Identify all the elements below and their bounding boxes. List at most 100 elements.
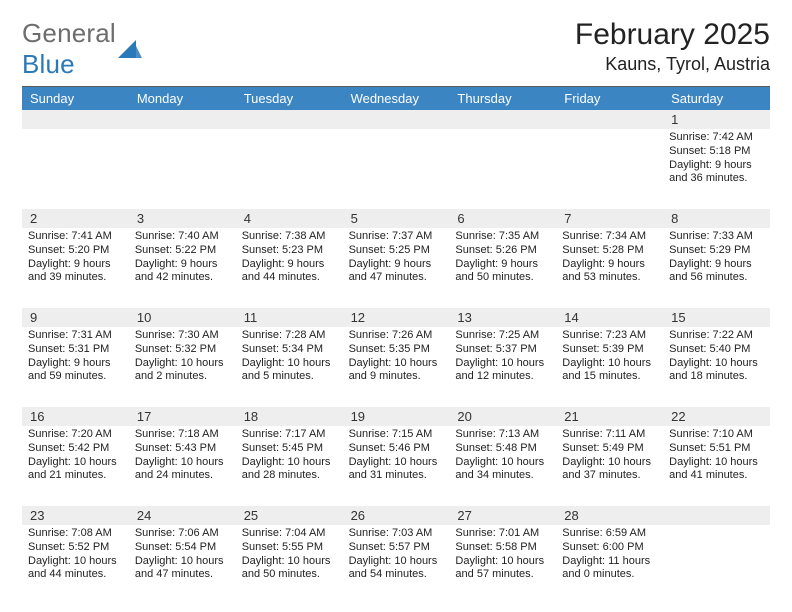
calendar-cell: Sunrise: 7:22 AMSunset: 5:40 PMDaylight:… <box>663 327 770 407</box>
sunset-text: Sunset: 5:48 PM <box>455 442 550 456</box>
calendar-cell: Sunrise: 7:17 AMSunset: 5:45 PMDaylight:… <box>236 426 343 506</box>
calendar-cell: Sunrise: 7:03 AMSunset: 5:57 PMDaylight:… <box>343 525 450 605</box>
daylight-text: Daylight: 10 hours and 5 minutes. <box>242 357 337 385</box>
sunset-text: Sunset: 5:31 PM <box>28 343 123 357</box>
day-number: 12 <box>343 308 450 327</box>
logo-blue: Blue <box>22 49 75 79</box>
daynum-row: 9101112131415 <box>22 308 770 327</box>
calendar-cell: Sunrise: 7:26 AMSunset: 5:35 PMDaylight:… <box>343 327 450 407</box>
calendar-cell: Sunrise: 7:33 AMSunset: 5:29 PMDaylight:… <box>663 228 770 308</box>
sunrise-text: Sunrise: 7:26 AM <box>349 329 444 343</box>
daylight-text: Daylight: 10 hours and 21 minutes. <box>28 456 123 484</box>
cell-content: Sunrise: 7:30 AMSunset: 5:32 PMDaylight:… <box>135 329 230 384</box>
sunrise-text: Sunrise: 7:15 AM <box>349 428 444 442</box>
sunset-text: Sunset: 5:18 PM <box>669 145 764 159</box>
sunset-text: Sunset: 5:39 PM <box>562 343 657 357</box>
calendar-cell: Sunrise: 7:30 AMSunset: 5:32 PMDaylight:… <box>129 327 236 407</box>
weekday-header: Friday <box>556 87 663 110</box>
calendar-cell: Sunrise: 7:34 AMSunset: 5:28 PMDaylight:… <box>556 228 663 308</box>
daylight-text: Daylight: 9 hours and 59 minutes. <box>28 357 123 385</box>
daylight-text: Daylight: 9 hours and 42 minutes. <box>135 258 230 286</box>
day-number: 28 <box>556 506 663 525</box>
day-number: 14 <box>556 308 663 327</box>
calendar-cell <box>449 129 556 209</box>
sunrise-text: Sunrise: 7:04 AM <box>242 527 337 541</box>
cell-content: Sunrise: 7:10 AMSunset: 5:51 PMDaylight:… <box>669 428 764 483</box>
daylight-text: Daylight: 10 hours and 37 minutes. <box>562 456 657 484</box>
weekday-header: Thursday <box>449 87 556 110</box>
week-cells: Sunrise: 7:42 AMSunset: 5:18 PMDaylight:… <box>22 129 770 209</box>
calendar-cell: Sunrise: 7:06 AMSunset: 5:54 PMDaylight:… <box>129 525 236 605</box>
daylight-text: Daylight: 10 hours and 9 minutes. <box>349 357 444 385</box>
sunrise-text: Sunrise: 7:41 AM <box>28 230 123 244</box>
cell-content: Sunrise: 7:01 AMSunset: 5:58 PMDaylight:… <box>455 527 550 582</box>
day-number: 10 <box>129 308 236 327</box>
day-number <box>236 110 343 129</box>
daynum-row: 1 <box>22 110 770 129</box>
sunset-text: Sunset: 5:45 PM <box>242 442 337 456</box>
cell-content: Sunrise: 7:04 AMSunset: 5:55 PMDaylight:… <box>242 527 337 582</box>
calendar-cell <box>236 129 343 209</box>
sunrise-text: Sunrise: 7:40 AM <box>135 230 230 244</box>
cell-content: Sunrise: 7:42 AMSunset: 5:18 PMDaylight:… <box>669 131 764 186</box>
calendar-cell: Sunrise: 7:38 AMSunset: 5:23 PMDaylight:… <box>236 228 343 308</box>
sunset-text: Sunset: 5:55 PM <box>242 541 337 555</box>
sunrise-text: Sunrise: 7:30 AM <box>135 329 230 343</box>
week-row: 232425262728Sunrise: 7:08 AMSunset: 5:52… <box>22 506 770 605</box>
sunset-text: Sunset: 5:22 PM <box>135 244 230 258</box>
day-number: 4 <box>236 209 343 228</box>
day-number: 16 <box>22 407 129 426</box>
calendar-cell <box>129 129 236 209</box>
sunset-text: Sunset: 5:40 PM <box>669 343 764 357</box>
sunset-text: Sunset: 5:42 PM <box>28 442 123 456</box>
day-number: 24 <box>129 506 236 525</box>
cell-content: Sunrise: 7:28 AMSunset: 5:34 PMDaylight:… <box>242 329 337 384</box>
daylight-text: Daylight: 10 hours and 28 minutes. <box>242 456 337 484</box>
cell-content: Sunrise: 7:41 AMSunset: 5:20 PMDaylight:… <box>28 230 123 285</box>
sunrise-text: Sunrise: 7:42 AM <box>669 131 764 145</box>
sunset-text: Sunset: 5:20 PM <box>28 244 123 258</box>
sunrise-text: Sunrise: 7:08 AM <box>28 527 123 541</box>
sunrise-text: Sunrise: 7:01 AM <box>455 527 550 541</box>
daylight-text: Daylight: 10 hours and 18 minutes. <box>669 357 764 385</box>
cell-content: Sunrise: 7:40 AMSunset: 5:22 PMDaylight:… <box>135 230 230 285</box>
sunrise-text: Sunrise: 7:20 AM <box>28 428 123 442</box>
calendar-cell: Sunrise: 7:20 AMSunset: 5:42 PMDaylight:… <box>22 426 129 506</box>
day-number: 13 <box>449 308 556 327</box>
calendar-cell: Sunrise: 7:08 AMSunset: 5:52 PMDaylight:… <box>22 525 129 605</box>
cell-content: Sunrise: 7:35 AMSunset: 5:26 PMDaylight:… <box>455 230 550 285</box>
sunset-text: Sunset: 5:52 PM <box>28 541 123 555</box>
daylight-text: Daylight: 10 hours and 50 minutes. <box>242 555 337 583</box>
calendar-cell: Sunrise: 7:01 AMSunset: 5:58 PMDaylight:… <box>449 525 556 605</box>
sunset-text: Sunset: 5:32 PM <box>135 343 230 357</box>
calendar-cell: Sunrise: 7:35 AMSunset: 5:26 PMDaylight:… <box>449 228 556 308</box>
calendar-cell: Sunrise: 7:15 AMSunset: 5:46 PMDaylight:… <box>343 426 450 506</box>
cell-content: Sunrise: 7:33 AMSunset: 5:29 PMDaylight:… <box>669 230 764 285</box>
sunset-text: Sunset: 5:28 PM <box>562 244 657 258</box>
day-number: 7 <box>556 209 663 228</box>
calendar-cell: Sunrise: 7:37 AMSunset: 5:25 PMDaylight:… <box>343 228 450 308</box>
calendar-cell: Sunrise: 7:23 AMSunset: 5:39 PMDaylight:… <box>556 327 663 407</box>
week-row: 1 Sunrise: 7:42 AMSunset: 5:18 PMDaylight… <box>22 110 770 209</box>
calendar-cell: Sunrise: 7:28 AMSunset: 5:34 PMDaylight:… <box>236 327 343 407</box>
sunset-text: Sunset: 5:34 PM <box>242 343 337 357</box>
daynum-row: 16171819202122 <box>22 407 770 426</box>
day-number: 11 <box>236 308 343 327</box>
daylight-text: Daylight: 10 hours and 2 minutes. <box>135 357 230 385</box>
cell-content: Sunrise: 7:20 AMSunset: 5:42 PMDaylight:… <box>28 428 123 483</box>
week-cells: Sunrise: 7:41 AMSunset: 5:20 PM Daylight:… <box>22 228 770 308</box>
week-row: 9101112131415Sunrise: 7:31 AMSunset: 5:3… <box>22 308 770 407</box>
sunset-text: Sunset: 5:35 PM <box>349 343 444 357</box>
day-number: 19 <box>343 407 450 426</box>
weekday-header: Sunday <box>22 87 129 110</box>
daylight-text: Daylight: 10 hours and 24 minutes. <box>135 456 230 484</box>
daylight-text: Daylight: 10 hours and 47 minutes. <box>135 555 230 583</box>
daylight-text: Daylight: 9 hours and 56 minutes. <box>669 258 764 286</box>
calendar-cell: Sunrise: 7:18 AMSunset: 5:43 PMDaylight:… <box>129 426 236 506</box>
cell-content: Sunrise: 7:17 AMSunset: 5:45 PMDaylight:… <box>242 428 337 483</box>
calendar-cell: Sunrise: 7:42 AMSunset: 5:18 PMDaylight:… <box>663 129 770 209</box>
day-number: 8 <box>663 209 770 228</box>
sunset-text: Sunset: 5:37 PM <box>455 343 550 357</box>
cell-content: Sunrise: 7:25 AMSunset: 5:37 PMDaylight:… <box>455 329 550 384</box>
day-number: 20 <box>449 407 556 426</box>
